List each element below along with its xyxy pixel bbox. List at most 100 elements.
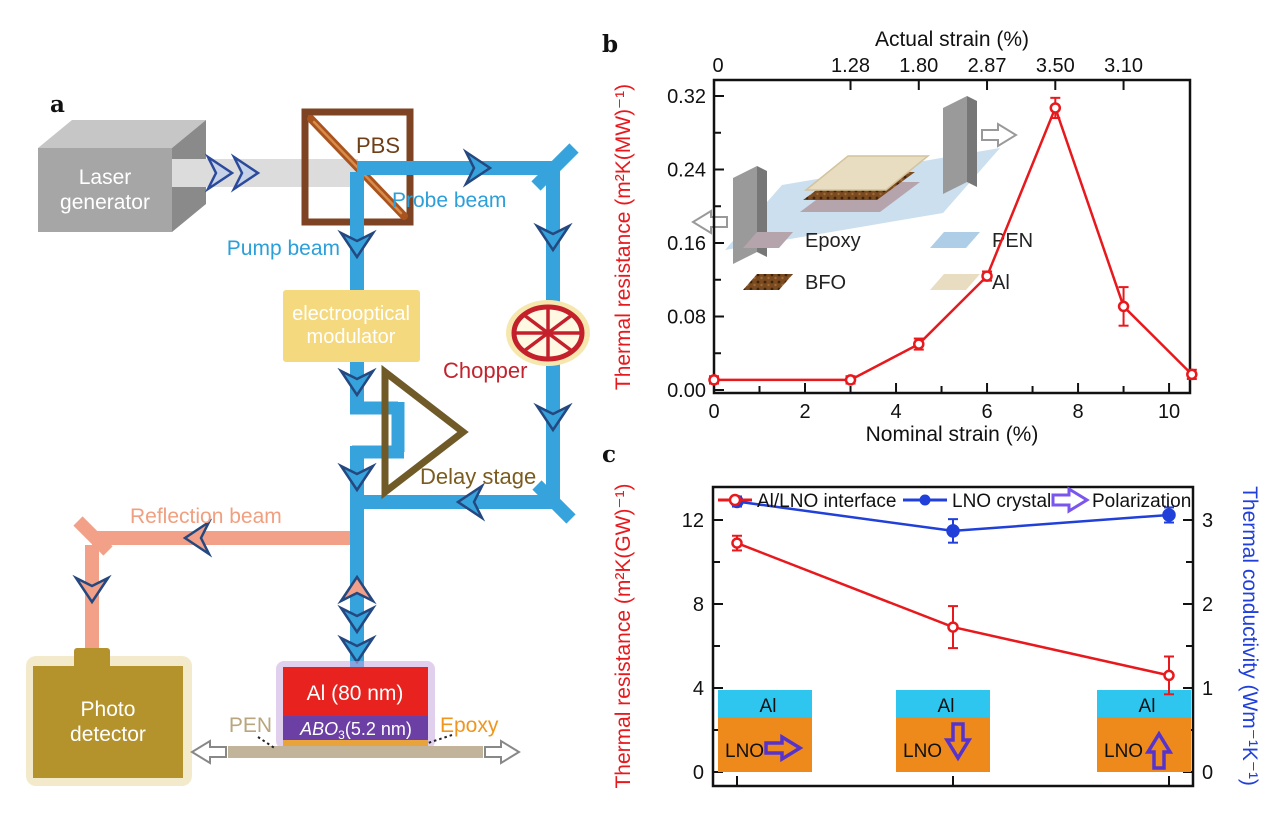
laser-label-line2: generator (60, 191, 150, 214)
b-x-tick-label: 2 (799, 401, 810, 423)
c-left-axis-title: Thermal resistance (m²K(GW)⁻¹) (612, 483, 635, 788)
c-right-tick-label: 1 (1202, 678, 1213, 700)
detector-label-line1: Photo (81, 698, 136, 721)
detector-label-line2: detector (70, 723, 146, 746)
c-inset-al-label: Al (760, 696, 777, 717)
legend-filled-circle-icon (919, 494, 931, 506)
material-legend: Epoxy PEN BFO Al (743, 230, 1033, 294)
modulator-label-line2: modulator (307, 326, 396, 348)
legend-label-bfo: BFO (805, 272, 846, 294)
b-top-axis-title: Actual strain (%) (875, 28, 1029, 51)
formula-base: ABO (299, 719, 338, 739)
legend-swatch-al (930, 274, 980, 290)
c-inset-up: Al LNO (1097, 690, 1191, 772)
stretch-arrow-right-icon (484, 740, 520, 764)
legend-swatch-pen (930, 232, 980, 248)
c-legend: Al/LNO interface LNO crystal Polarization (718, 487, 1191, 513)
legend-polarization-arrow-icon (1051, 487, 1089, 513)
laser-label-line1: Laser (79, 166, 132, 189)
c-inset-lno-label: LNO (903, 741, 942, 762)
b-top-tick-label: 0 (712, 55, 723, 77)
b-x-tick-label: 6 (981, 401, 992, 423)
b-top-tick-label: 3.50 (1036, 55, 1075, 77)
sample-stack: Al (80 nm) ABO3(5.2 nm) PEN Epoxy (191, 661, 520, 764)
legend-swatch-bfo (743, 274, 793, 290)
pbs-label: PBS (356, 133, 400, 158)
laser-front-face (38, 148, 172, 232)
b-data-point (708, 374, 720, 386)
c-inset-lno-label: LNO (725, 741, 764, 762)
c-data-point (946, 524, 960, 538)
stretch-illustration (692, 96, 1017, 264)
pull-arrow-right-icon (981, 123, 1017, 147)
panel-c-label: c (602, 441, 616, 468)
b-x-tick-label: 4 (890, 401, 901, 423)
b-plot-frame (712, 78, 1192, 395)
c-inset-right: Al LNO (718, 690, 812, 772)
mirror-reflection (73, 516, 113, 556)
optical-setup-diagram: a Laser generator PBS (26, 91, 590, 786)
legend-open-circle-icon (728, 493, 742, 507)
c-left-tick-label: 4 (693, 678, 704, 700)
b-data-point (913, 338, 925, 350)
photo-detector: Photo detector (26, 648, 192, 786)
pen-substrate (228, 746, 483, 758)
modulator-label-line1: electrooptical (292, 303, 410, 325)
al-sheet (803, 155, 931, 191)
al-layer (283, 667, 428, 716)
epoxy-label: Epoxy (440, 714, 499, 737)
abo3-layer (283, 716, 428, 740)
b-data-point (1049, 102, 1062, 114)
c-data-point (1162, 508, 1176, 522)
b-data-point (844, 374, 857, 386)
left-clamp (733, 166, 757, 264)
al-layer-label: Al (80 nm) (307, 682, 404, 705)
c-data-point (731, 537, 743, 549)
c-inset-al-label: Al (938, 696, 955, 717)
b-top-tick-label: 1.80 (899, 55, 938, 77)
c-legend-label-polarization: Polarization (1092, 491, 1191, 512)
c-left-tick-label: 8 (693, 594, 704, 616)
legend-label-epoxy: Epoxy (805, 230, 861, 252)
b-data-point (981, 270, 993, 282)
b-y-tick-label: 0.00 (667, 380, 706, 402)
stretch-arrow-left-icon (191, 740, 227, 764)
c-data-point (1163, 669, 1175, 682)
strain-chart: b Epoxy PEN BFO Al 0 2 4 6 8 10 0.00 0.08 0.16 0.… (602, 28, 1198, 446)
b-y-tick-label: 0.08 (667, 307, 706, 329)
legend-label-al: Al (992, 272, 1010, 294)
c-left-tick-label: 0 (693, 762, 704, 784)
strain-chart-plot: 0 2 4 6 8 10 0.00 0.08 0.16 0.24 0.32 0 1.28 1.80 2.87… (612, 28, 1198, 446)
c-left-tick-label: 12 (682, 510, 704, 532)
b-y-tick-label: 0.16 (667, 233, 706, 255)
panel-a-label: a (50, 91, 65, 118)
b-y-axis-title: Thermal resistance (m²K(MW)⁻¹) (612, 84, 635, 390)
electrooptical-modulator: electrooptical modulator (283, 290, 420, 362)
c-right-axis-title: Thermal conductivity (Wm⁻¹K⁻¹) (1238, 486, 1261, 786)
c-legend-label-crystal: LNO crystal (952, 491, 1051, 512)
c-inset-down: Al LNO (896, 690, 990, 772)
delay-stage-prism (381, 364, 469, 500)
c-inset-lno-label: LNO (1104, 741, 1143, 762)
c-data-point (947, 621, 959, 633)
formula-subscript: 3 (338, 728, 345, 742)
pen-label: PEN (229, 714, 272, 737)
epoxy-layer (283, 740, 428, 746)
b-top-tick-label: 3.10 (1104, 55, 1143, 77)
panel-b-label: b (602, 31, 618, 58)
c-right-tick-label: 0 (1202, 762, 1213, 784)
chopper-wheel-icon (506, 300, 590, 366)
b-data-point (1186, 368, 1198, 381)
b-x-axis-title: Nominal strain (%) (866, 423, 1039, 446)
reflection-paths (73, 516, 362, 656)
pull-arrow-left-icon (692, 210, 728, 234)
b-top-tick-label: 2.87 (968, 55, 1007, 77)
formula-suffix: (5.2 nm) (345, 719, 412, 739)
c-right-tick-label: 3 (1202, 510, 1213, 532)
b-x-tick-label: 10 (1158, 401, 1180, 423)
b-x-tick-label: 8 (1072, 401, 1083, 423)
laser-beam (172, 159, 358, 187)
mirror-bottom-right (532, 480, 576, 524)
